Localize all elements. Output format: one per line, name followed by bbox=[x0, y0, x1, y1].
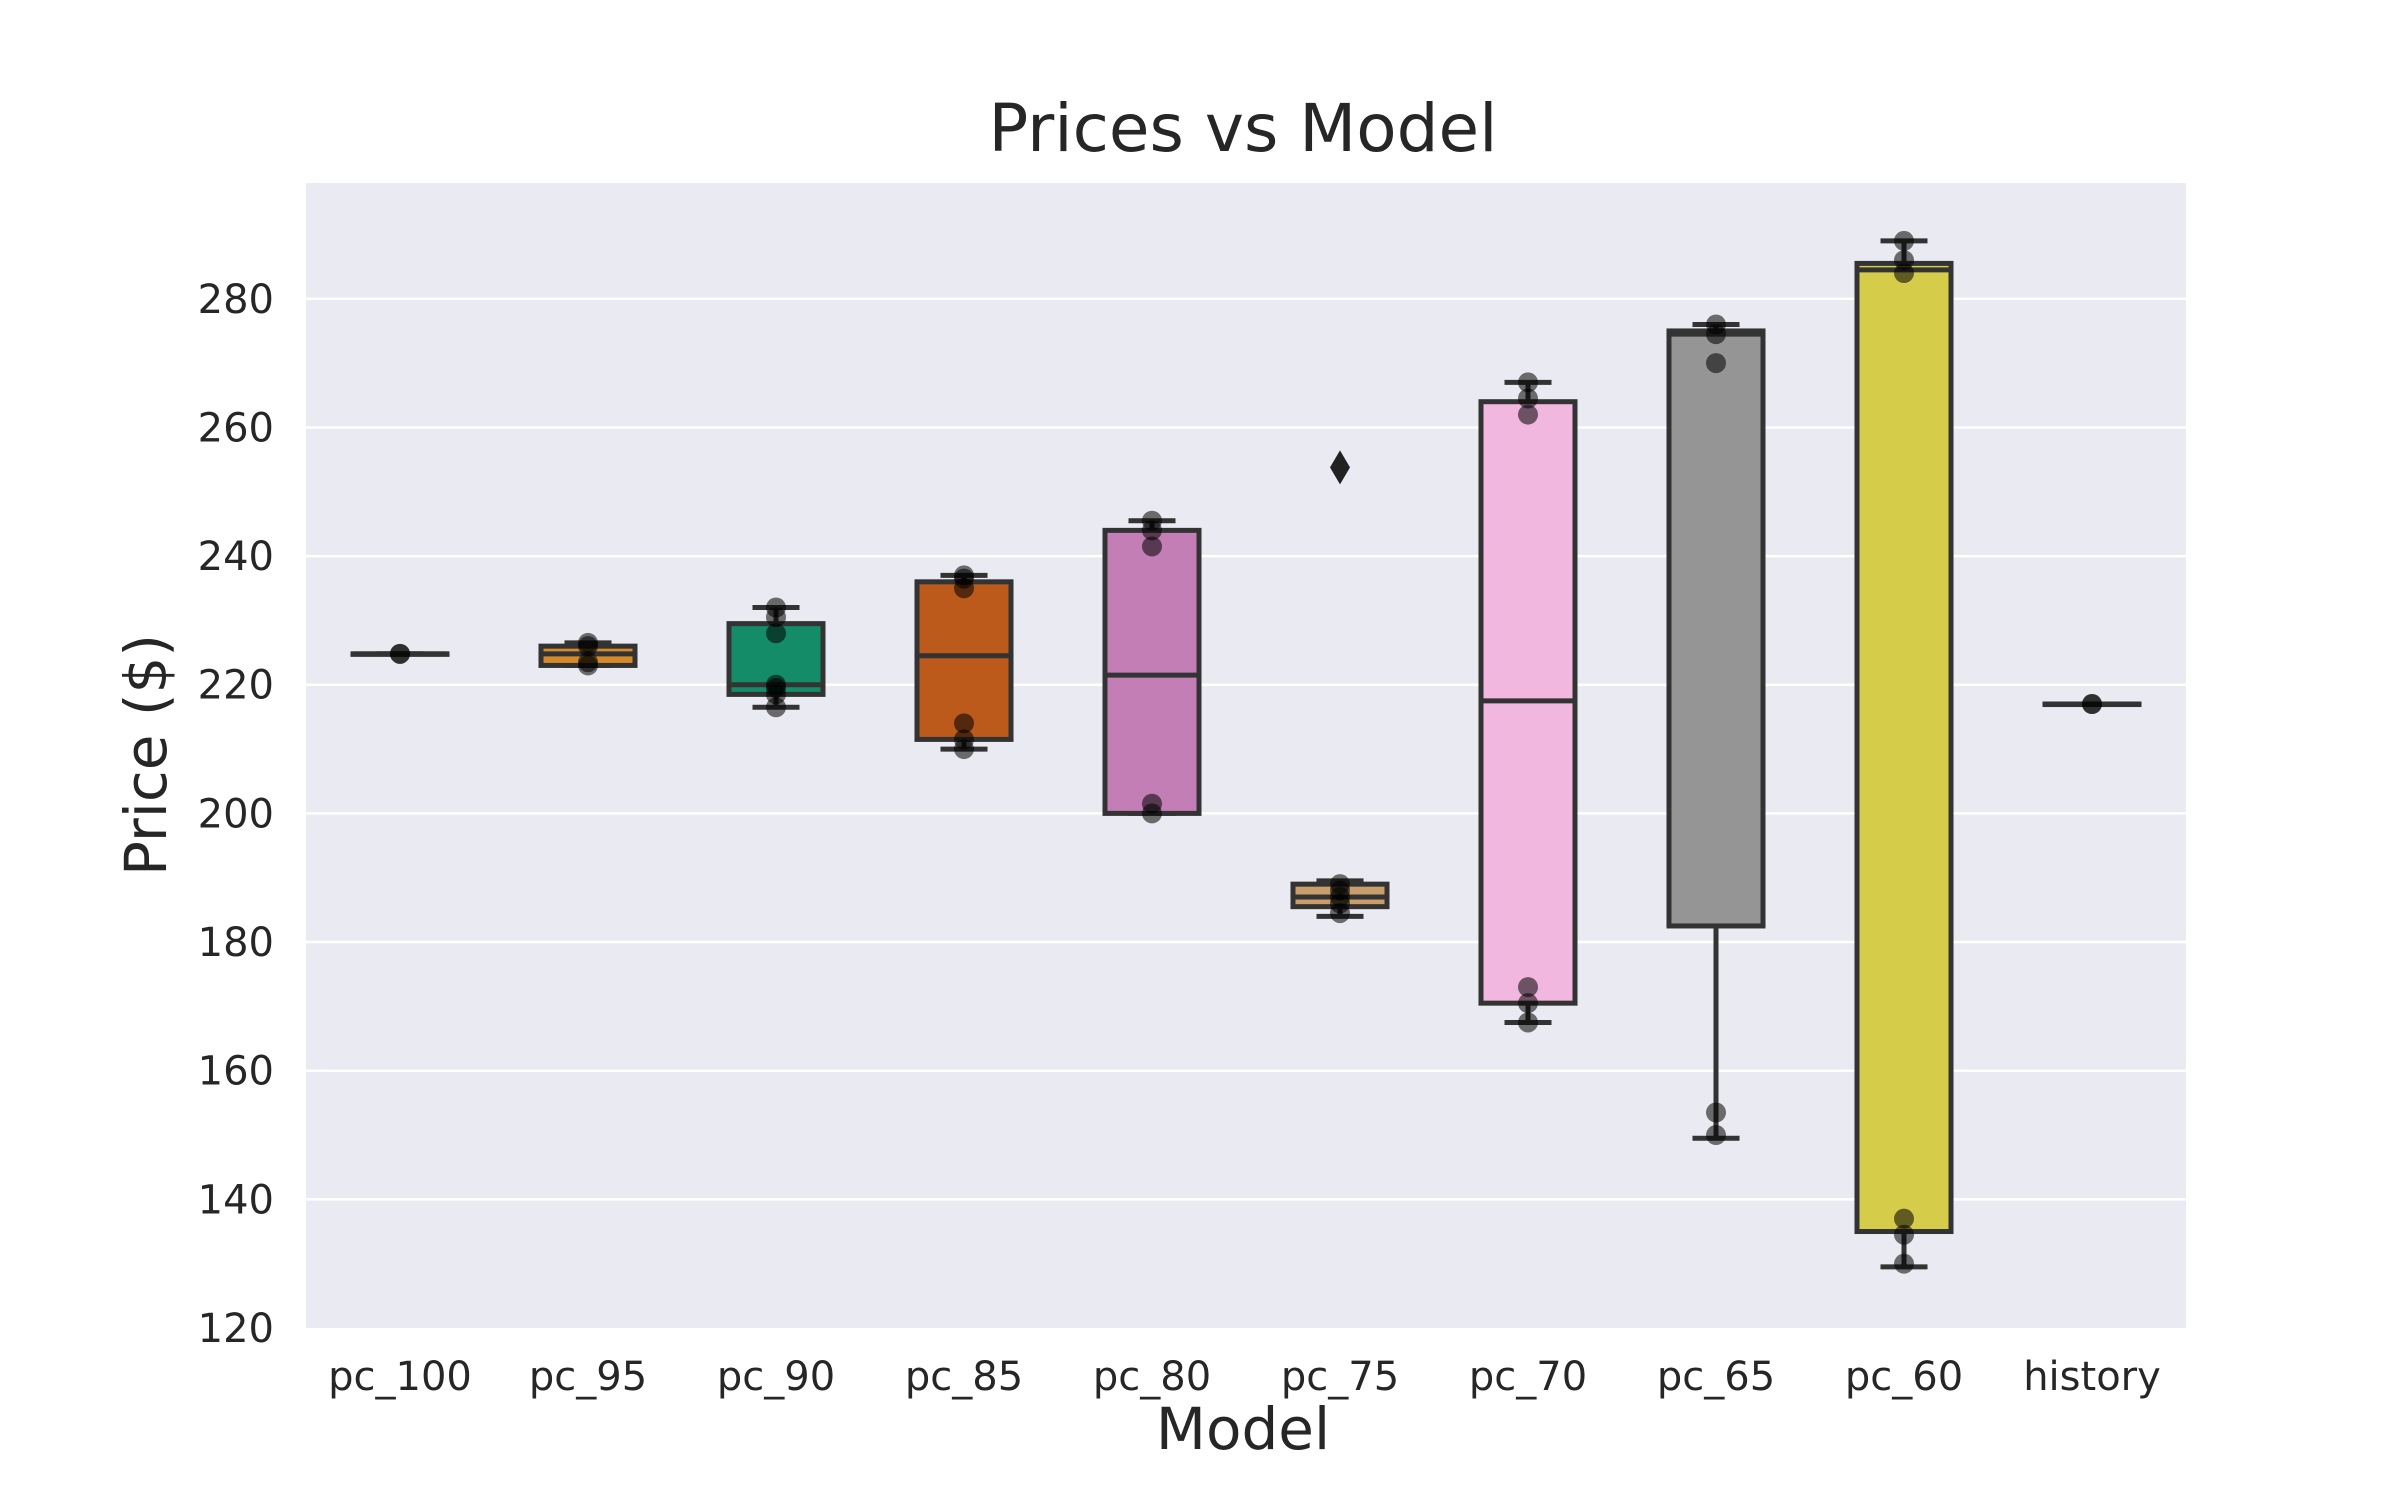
box-body bbox=[1666, 328, 1766, 929]
data-point bbox=[1706, 1125, 1726, 1146]
data-point bbox=[766, 623, 786, 644]
x-tick-label: pc_80 bbox=[1093, 1354, 1211, 1400]
chart-title: Prices vs Model bbox=[988, 90, 1498, 167]
data-point bbox=[390, 643, 410, 664]
box-body bbox=[1854, 260, 1954, 1235]
data-point bbox=[1706, 1102, 1726, 1123]
box-pc_70 bbox=[1478, 379, 1578, 1025]
box-body bbox=[1102, 527, 1202, 816]
y-tick-label: 120 bbox=[198, 1306, 274, 1352]
data-point bbox=[1142, 793, 1162, 814]
data-point bbox=[954, 729, 974, 750]
x-tick-label: pc_100 bbox=[328, 1354, 472, 1400]
data-point bbox=[1518, 388, 1538, 409]
box-pc_85 bbox=[914, 572, 1014, 752]
y-tick-label: 260 bbox=[198, 405, 274, 451]
y-tick-label: 140 bbox=[198, 1177, 274, 1223]
data-point bbox=[1330, 874, 1350, 895]
data-point bbox=[766, 674, 786, 695]
data-point bbox=[1518, 1012, 1538, 1033]
data-point bbox=[1518, 372, 1538, 393]
data-point bbox=[1142, 536, 1162, 557]
data-point bbox=[1518, 977, 1538, 998]
y-tick-label: 220 bbox=[198, 663, 274, 709]
y-tick-label: 160 bbox=[198, 1049, 274, 1095]
x-axis-label: Model bbox=[1155, 1395, 1331, 1463]
data-point bbox=[578, 632, 598, 653]
box-pc_60 bbox=[1854, 238, 1954, 1270]
box-pc_65 bbox=[1666, 322, 1766, 1141]
box-pc_80 bbox=[1102, 518, 1202, 816]
data-point bbox=[1142, 510, 1162, 531]
data-point bbox=[954, 565, 974, 586]
y-tick-label: 180 bbox=[198, 920, 274, 966]
x-tick-label: pc_65 bbox=[1657, 1354, 1775, 1400]
x-tick-label: pc_75 bbox=[1281, 1354, 1399, 1400]
data-point bbox=[578, 652, 598, 673]
boxes bbox=[350, 238, 2142, 1270]
y-tick-label: 280 bbox=[198, 277, 274, 323]
data-point bbox=[1706, 314, 1726, 335]
box-body bbox=[914, 579, 1014, 742]
data-point bbox=[1518, 404, 1538, 425]
x-tick-label: pc_70 bbox=[1469, 1354, 1587, 1400]
y-axis-label: Price ($) bbox=[112, 633, 180, 877]
data-point bbox=[1894, 230, 1914, 251]
data-point bbox=[766, 597, 786, 618]
data-point bbox=[1894, 1253, 1914, 1274]
data-point bbox=[1518, 993, 1538, 1014]
y-tick-label: 240 bbox=[198, 534, 274, 580]
y-tick-label: 200 bbox=[198, 791, 274, 837]
x-axis-tick-labels: pc_100 pc_95 pc_90 pc_85 pc_80 pc_75 pc_70 pc_6… bbox=[328, 1354, 2161, 1400]
data-points bbox=[390, 230, 2102, 1274]
data-point bbox=[1894, 1208, 1914, 1229]
data-point bbox=[1894, 250, 1914, 271]
x-tick-label: pc_85 bbox=[905, 1354, 1023, 1400]
x-tick-label: history bbox=[2023, 1354, 2161, 1400]
data-point bbox=[1706, 353, 1726, 374]
y-axis-tick-labels: 120 140 160 180 200 220 240 260 280 bbox=[198, 277, 274, 1352]
data-point bbox=[954, 713, 974, 734]
data-point bbox=[1894, 1224, 1914, 1245]
x-tick-label: pc_95 bbox=[529, 1354, 647, 1400]
x-tick-label: pc_60 bbox=[1845, 1354, 1963, 1400]
x-tick-label: pc_90 bbox=[717, 1354, 835, 1400]
outlier-marker bbox=[1330, 450, 1350, 485]
data-point bbox=[2082, 694, 2102, 715]
